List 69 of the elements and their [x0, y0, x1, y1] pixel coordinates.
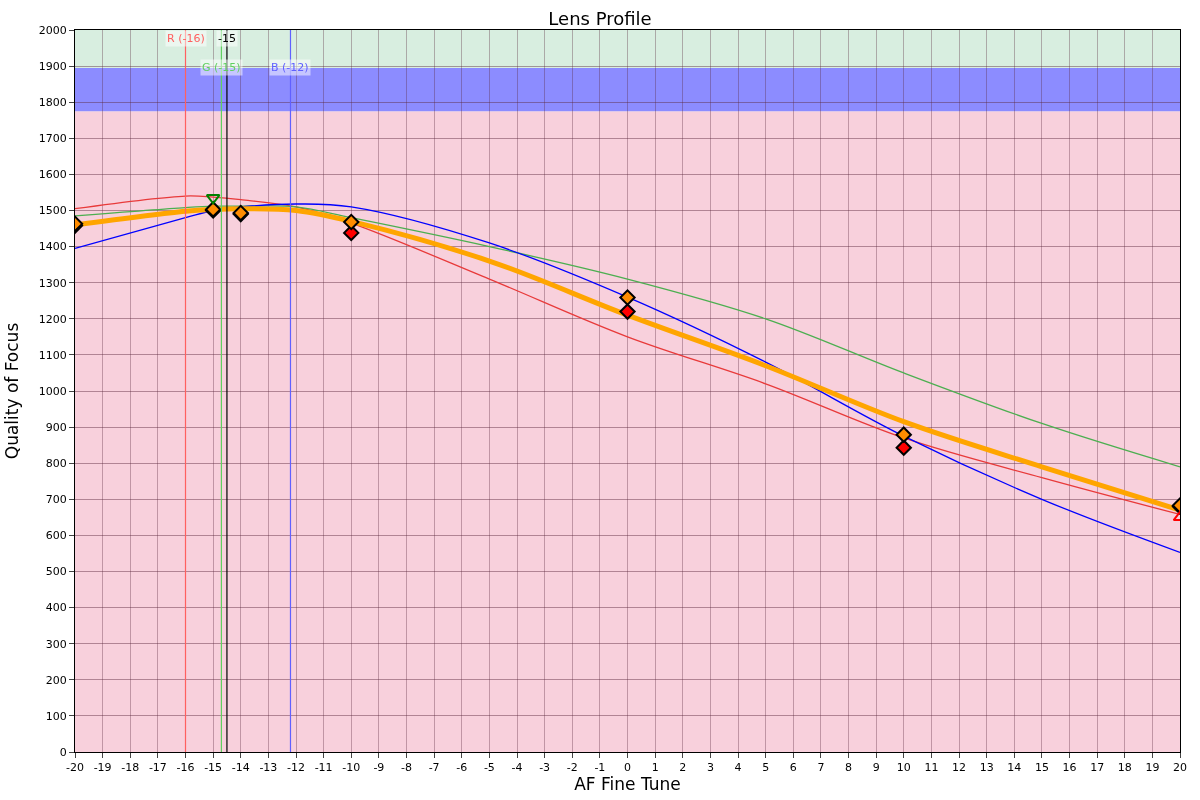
chart-title: Lens Profile [548, 7, 652, 29]
x-tick-label: -20 [66, 761, 84, 775]
x-tick-label: -3 [539, 761, 551, 775]
y-axis-title: Quality of Focus [2, 322, 23, 460]
x-tick-label: 20 [1173, 761, 1187, 775]
x-tick-label: -14 [231, 761, 250, 775]
x-tick-label: -5 [483, 761, 495, 775]
x-tick-label: 4 [734, 761, 742, 775]
x-tick-label: -2 [566, 761, 578, 775]
x-tick-label: -1 [594, 761, 606, 775]
y-tick-label: 1300 [38, 276, 67, 290]
x-tick-label: 10 [896, 761, 911, 775]
y-tick-label: 500 [45, 565, 67, 579]
x-tick-label: -13 [259, 761, 278, 775]
x-axis-title: AF Fine Tune [574, 774, 681, 795]
x-tick-label: -19 [93, 761, 112, 775]
x-tick-label: 16 [1062, 761, 1077, 775]
x-tick-label: -12 [287, 761, 305, 775]
x-tick-label: 18 [1117, 761, 1132, 775]
x-tick-label: -16 [176, 761, 195, 775]
y-tick-label: 1800 [38, 96, 67, 110]
y-tick-label: 1400 [38, 240, 67, 254]
y-tick-label: 400 [45, 601, 67, 615]
x-tick-label: -7 [428, 761, 440, 775]
y-tick-label: 1100 [38, 348, 67, 362]
x-tick-label: -8 [401, 761, 412, 775]
x-tick-label: 6 [789, 761, 797, 775]
x-tick-label: 15 [1034, 761, 1049, 775]
y-tick-label: 600 [45, 529, 67, 543]
y-tick-label: 1900 [38, 59, 67, 73]
x-tick-label: 14 [1007, 761, 1022, 775]
y-tick-label: 1700 [38, 132, 67, 146]
x-tick-label: 0 [624, 761, 631, 775]
y-tick-label: 300 [45, 637, 67, 651]
y-tick-label: 1600 [38, 168, 67, 182]
y-tick-label: 200 [45, 673, 67, 687]
x-tick-label: -6 [456, 761, 468, 775]
x-tick-label: 3 [706, 761, 714, 775]
ref-line-label: G (-15) [202, 61, 241, 74]
x-tick-label: 8 [845, 761, 852, 775]
x-tick-label: 17 [1090, 761, 1105, 775]
y-tick-label: 800 [45, 457, 67, 471]
x-tick-label: -9 [373, 761, 385, 775]
x-tick-label: -10 [342, 761, 361, 775]
x-tick-label: 9 [872, 761, 880, 775]
y-tick-label: 1500 [38, 204, 67, 218]
y-tick-label: 2000 [38, 23, 67, 37]
y-tick-label: 900 [45, 420, 67, 434]
y-tick-label: 700 [45, 493, 67, 507]
x-tick-label: -18 [121, 761, 140, 775]
x-tick-label: 11 [924, 761, 939, 775]
x-tick-label: 5 [762, 761, 770, 775]
ref-line-label: B (-12) [271, 61, 309, 74]
x-tick-label: 7 [817, 761, 825, 775]
y-tick-label: 1200 [38, 312, 67, 326]
x-tick-label: -4 [511, 761, 523, 775]
ref-line-label: R (-16) [167, 32, 205, 45]
x-tick-label: -11 [314, 761, 333, 775]
x-tick-label: 2 [679, 761, 687, 775]
y-tick-label: 1000 [38, 384, 67, 398]
ref-line-label: -15 [218, 32, 236, 45]
x-tick-label: -17 [148, 761, 167, 775]
x-tick-label: 13 [979, 761, 994, 775]
x-tick-label: 12 [952, 761, 966, 775]
x-tick-label: -15 [204, 761, 223, 775]
x-tick-label: 1 [651, 761, 659, 775]
y-tick-label: 100 [45, 709, 67, 723]
y-tick-label: 0 [59, 745, 67, 759]
x-tick-label: 19 [1145, 761, 1160, 775]
